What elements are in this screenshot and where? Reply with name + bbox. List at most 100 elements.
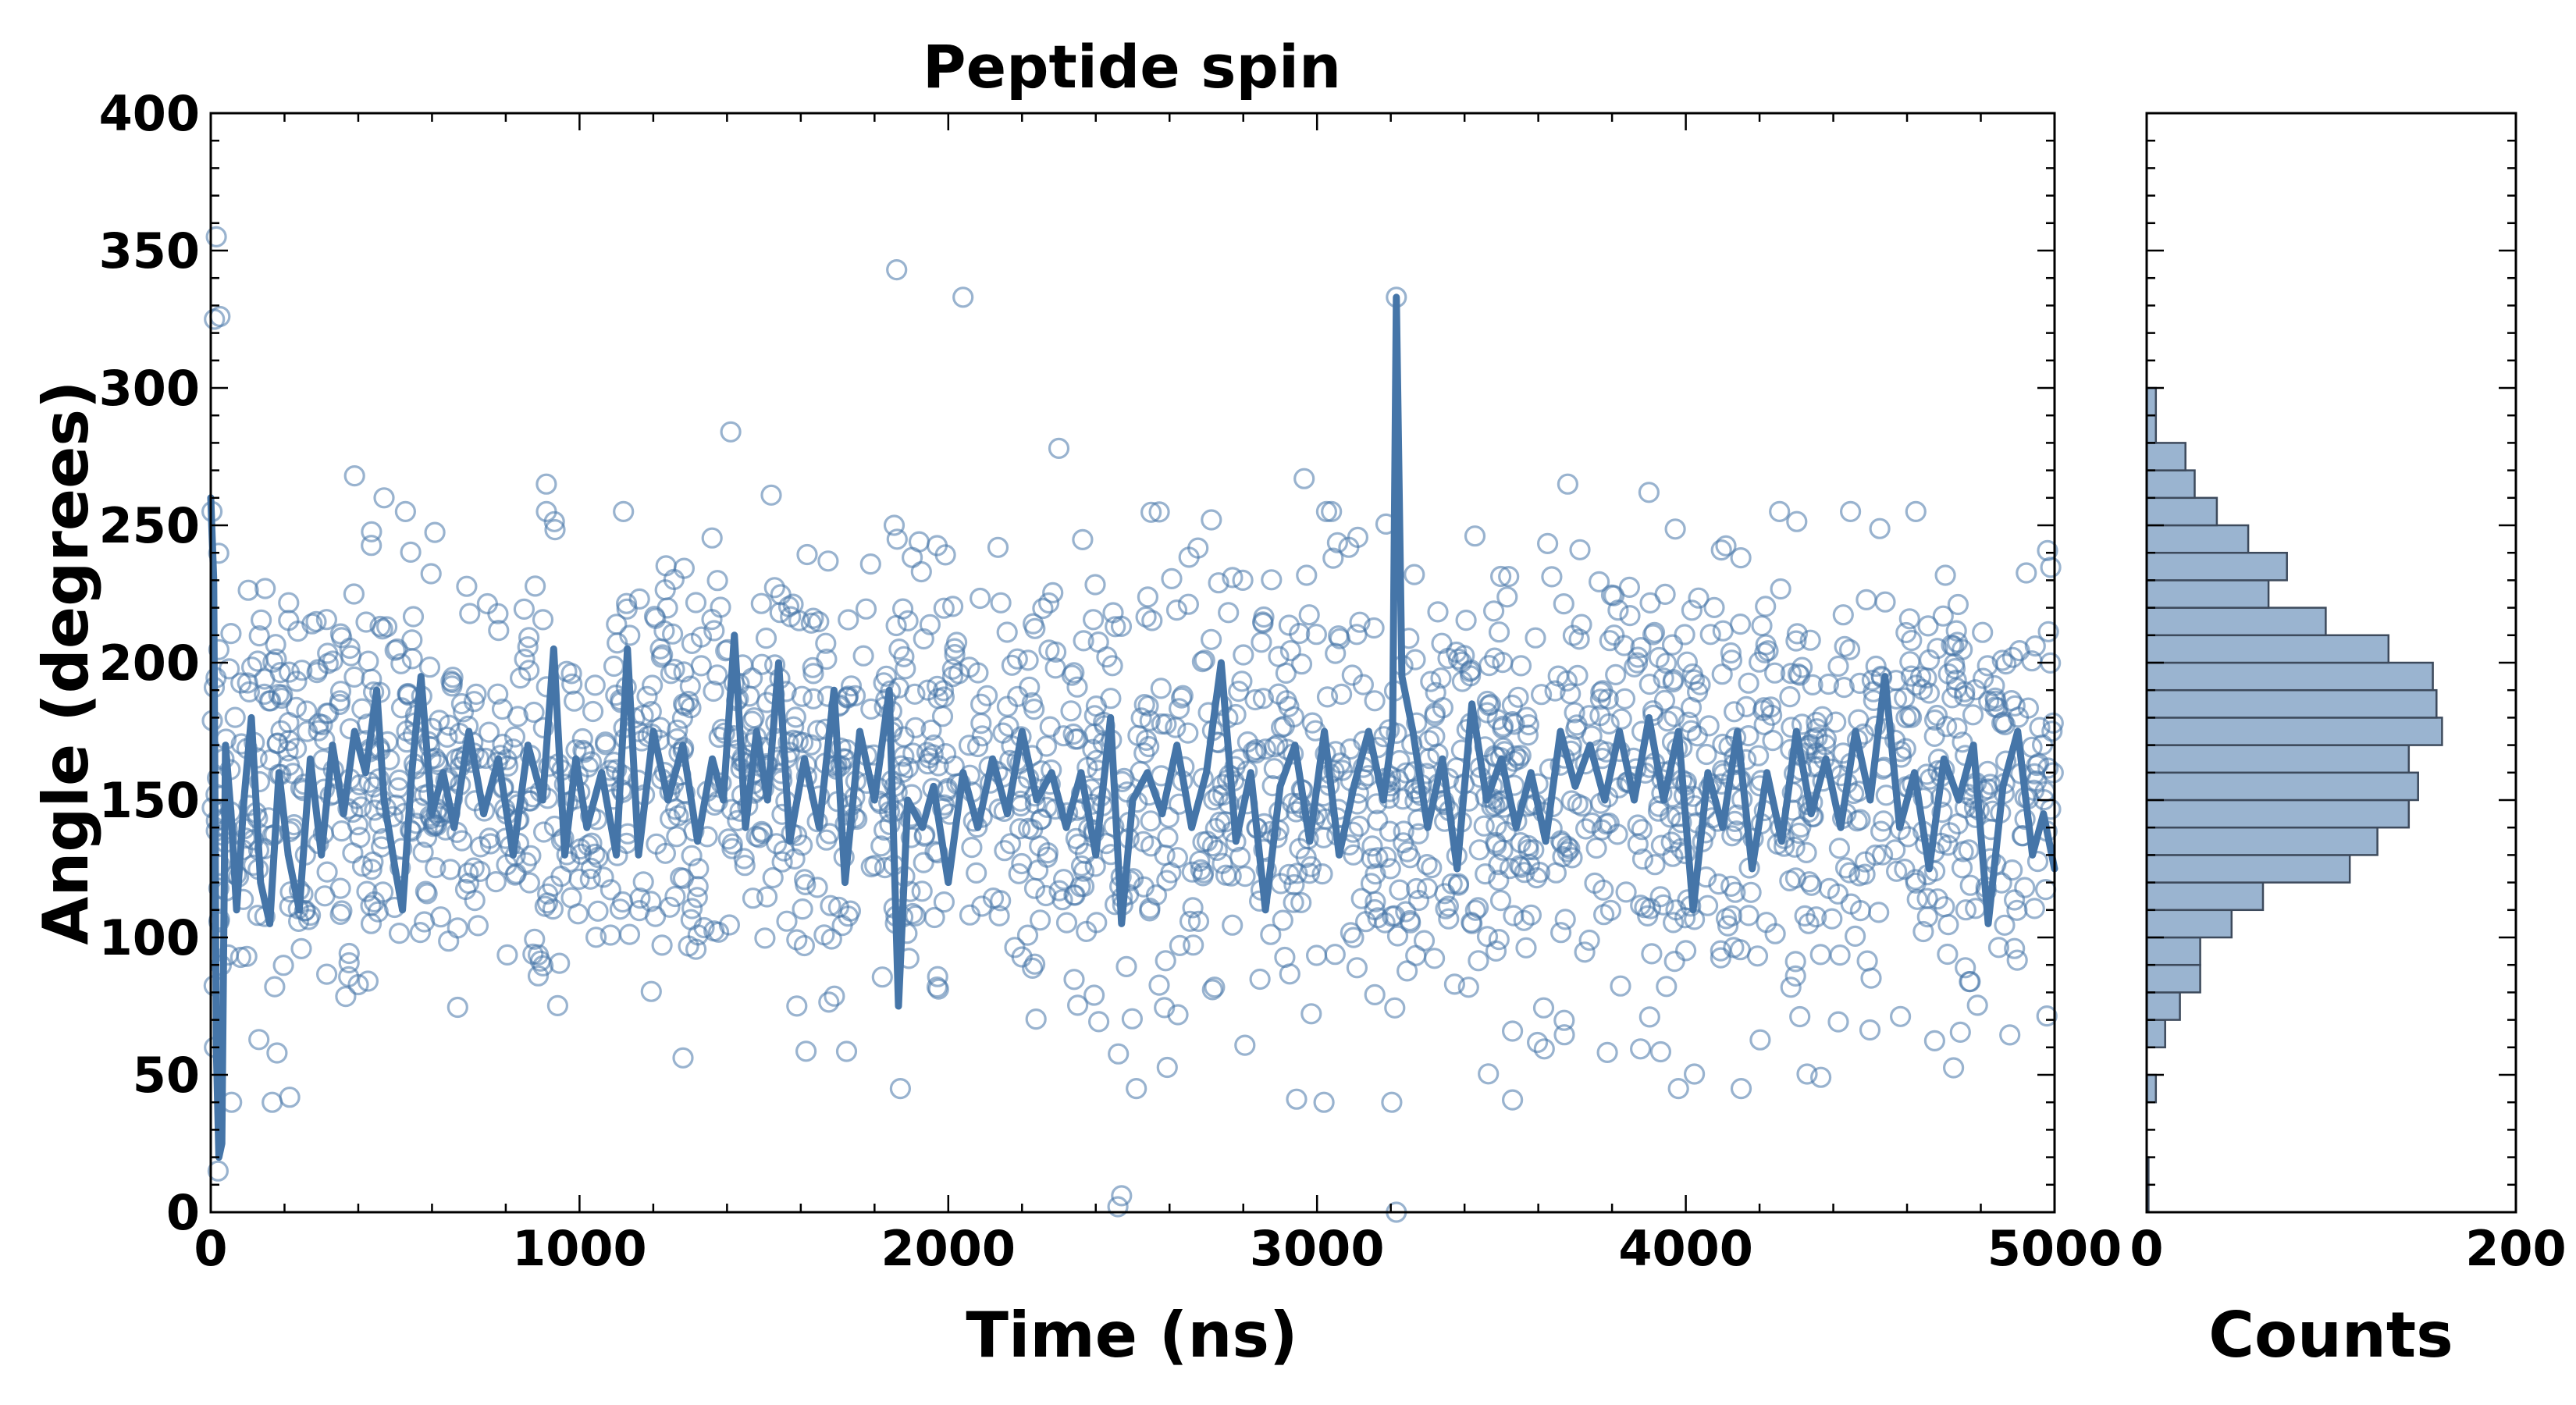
scatter-point bbox=[1156, 1056, 1178, 1079]
scatter-point bbox=[859, 553, 881, 575]
scatter-point bbox=[1137, 586, 1159, 608]
scatter-point bbox=[269, 661, 291, 684]
scatter-point bbox=[1450, 651, 1473, 673]
scatter-point bbox=[1311, 863, 1333, 885]
scatter-point bbox=[911, 880, 933, 902]
scatter-point bbox=[1698, 715, 1720, 737]
scatter-point bbox=[1305, 624, 1328, 646]
scatter-point bbox=[1165, 717, 1187, 738]
scatter-point bbox=[1827, 1011, 1849, 1033]
scatter-point bbox=[1399, 847, 1421, 869]
scatter-point bbox=[1729, 613, 1752, 635]
scatter-point bbox=[1599, 899, 1621, 921]
scatter-point bbox=[1798, 912, 1820, 934]
scatter-point bbox=[1278, 614, 1300, 636]
scatter-point bbox=[567, 903, 589, 925]
scatter-point bbox=[476, 592, 499, 615]
scatter-point bbox=[1994, 713, 2016, 736]
scatter-point bbox=[1931, 801, 1953, 823]
scatter-point bbox=[1900, 665, 1922, 687]
scatter-point bbox=[1649, 1040, 1671, 1063]
scatter-point bbox=[1352, 674, 1375, 695]
scatter-point bbox=[926, 675, 948, 697]
scatter-point bbox=[1984, 696, 2006, 718]
scatter-point bbox=[1894, 858, 1916, 880]
scatter-point bbox=[1406, 781, 1428, 804]
scatter-point bbox=[1158, 806, 1179, 828]
scatter-point bbox=[1859, 1019, 1881, 1041]
scatter-point bbox=[581, 832, 603, 854]
scatter-point bbox=[1954, 797, 1976, 819]
scatter-point bbox=[1688, 587, 1710, 609]
scatter-point bbox=[871, 966, 893, 988]
scatter-point bbox=[860, 698, 882, 720]
scatter-point bbox=[454, 878, 477, 901]
scatter-point bbox=[1641, 943, 1663, 965]
scatter-point bbox=[1724, 701, 1745, 723]
scatter-point bbox=[1638, 1006, 1660, 1028]
scatter-point bbox=[1834, 635, 1856, 657]
scatter-point bbox=[549, 952, 571, 974]
scatter-point bbox=[441, 671, 464, 694]
scatter-point bbox=[1313, 1091, 1335, 1113]
scatter-point bbox=[1421, 856, 1443, 879]
scatter-point bbox=[361, 668, 382, 690]
scatter-point bbox=[518, 872, 541, 894]
scatter-point bbox=[1479, 693, 1502, 716]
scatter-point bbox=[1946, 717, 1968, 739]
scatter-point bbox=[1729, 939, 1751, 961]
scatter-point bbox=[897, 610, 919, 632]
scatter-point bbox=[1869, 518, 1891, 539]
scatter-point bbox=[1614, 688, 1636, 710]
scatter-point bbox=[1536, 532, 1559, 555]
scatter-point bbox=[1856, 950, 1878, 972]
scatter-point bbox=[1478, 1063, 1500, 1085]
scatter-point bbox=[1530, 684, 1553, 706]
scatter-point bbox=[272, 684, 294, 706]
scatter-point bbox=[1606, 823, 1628, 845]
scatter-point bbox=[1649, 886, 1671, 908]
scatter-point bbox=[1615, 881, 1637, 903]
scatter-point bbox=[409, 921, 432, 944]
scatter-point bbox=[1923, 1030, 1945, 1052]
scatter-point bbox=[580, 751, 603, 773]
scatter-point bbox=[1229, 846, 1251, 869]
scatter-point bbox=[1916, 905, 1938, 928]
scatter-point bbox=[1315, 500, 1338, 523]
scatter-point bbox=[1825, 711, 1847, 733]
scatter-point bbox=[1399, 909, 1421, 932]
scatter-point bbox=[1102, 602, 1124, 624]
scatter-point bbox=[251, 609, 272, 631]
scatter-point bbox=[987, 536, 1009, 558]
scatter-point bbox=[1395, 762, 1417, 784]
scatter-point bbox=[451, 830, 473, 852]
scatter-point bbox=[1060, 700, 1082, 722]
scatter-point bbox=[1251, 631, 1272, 653]
scatter-point bbox=[606, 614, 628, 635]
scatter-point bbox=[1642, 624, 1664, 646]
scatter-point bbox=[661, 623, 684, 645]
scatter-point bbox=[756, 886, 778, 908]
y-tick-label: 150 bbox=[99, 772, 200, 829]
scatter-point bbox=[1234, 1034, 1256, 1056]
scatter-point bbox=[425, 856, 447, 879]
scatter-point bbox=[297, 720, 318, 742]
scatter-point bbox=[718, 914, 741, 936]
scatter-point bbox=[1004, 937, 1026, 959]
scatter-point bbox=[1753, 713, 1775, 736]
scatter-point bbox=[1137, 695, 1159, 717]
scatter-point bbox=[2004, 937, 2026, 959]
scatter-point bbox=[1038, 639, 1060, 661]
scatter-point bbox=[1447, 873, 1470, 895]
scatter-point bbox=[1955, 899, 1976, 921]
scatter-point bbox=[1656, 976, 1678, 998]
scatter-point bbox=[1510, 655, 1532, 677]
scatter-point bbox=[1520, 904, 1542, 926]
scatter-point bbox=[1708, 873, 1730, 895]
scatter-point bbox=[1288, 792, 1310, 814]
scatter-point bbox=[969, 587, 991, 610]
scatter-point bbox=[1547, 665, 1569, 687]
scatter-point bbox=[1048, 437, 1070, 460]
scatter-point bbox=[751, 653, 773, 675]
scatter-point bbox=[1740, 881, 1762, 903]
